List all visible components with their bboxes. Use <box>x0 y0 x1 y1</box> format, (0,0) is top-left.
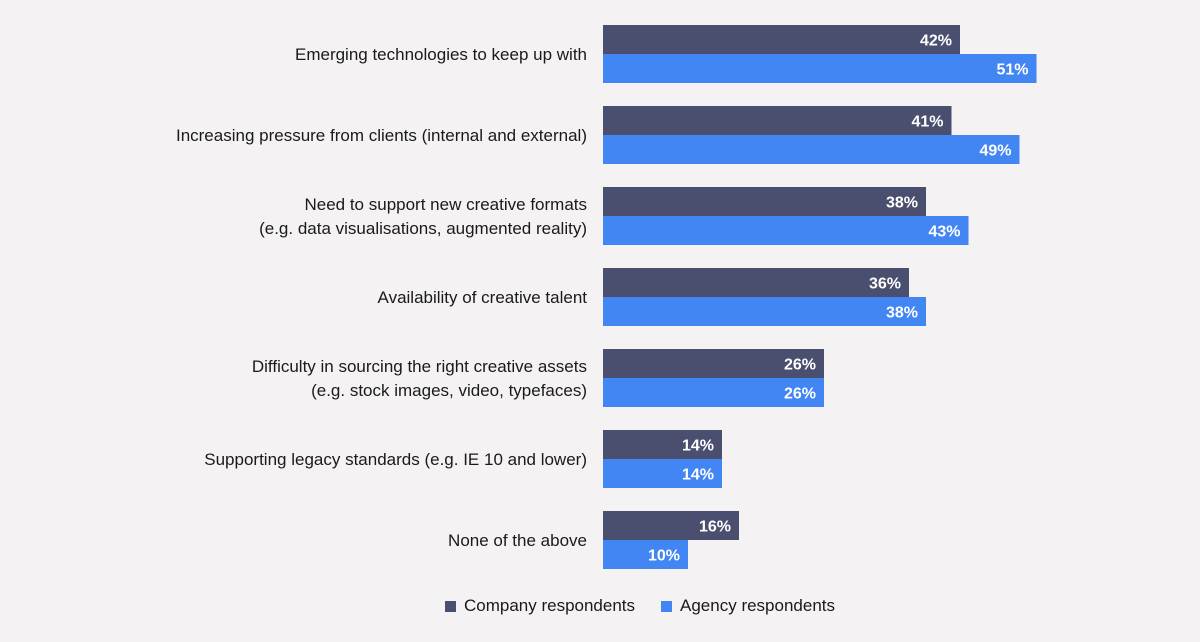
bar-company <box>603 25 960 54</box>
value-label-company: 26% <box>784 357 816 374</box>
bar-agency <box>603 459 722 488</box>
value-label-company: 42% <box>920 33 952 50</box>
category-label: Availability of creative talent <box>378 288 588 307</box>
category-label-line: Emerging technologies to keep up with <box>295 45 587 64</box>
category-label-line: (e.g. stock images, video, typefaces) <box>311 381 587 400</box>
value-label-agency: 43% <box>928 224 960 241</box>
bar-company <box>603 187 926 216</box>
bar-company <box>603 430 722 459</box>
legend-swatch-agency <box>661 600 673 612</box>
bar-agency <box>603 54 1037 83</box>
legend-label-company: Company respondents <box>463 596 636 615</box>
category-label: Supporting legacy standards (e.g. IE 10 … <box>204 450 587 469</box>
category-label-line: Difficulty in sourcing the right creativ… <box>252 357 587 376</box>
value-label-company: 36% <box>869 276 901 293</box>
category-label-line: None of the above <box>448 531 587 550</box>
bar-agency <box>603 297 926 326</box>
bar-company <box>603 511 739 540</box>
category-label: Increasing pressure from clients (intern… <box>176 126 587 145</box>
value-label-company: 38% <box>886 195 918 212</box>
category-label-line: Need to support new creative formats <box>304 195 587 214</box>
category-label-line: Increasing pressure from clients (intern… <box>176 126 587 145</box>
category-label: Difficulty in sourcing the right creativ… <box>252 357 587 400</box>
category-label-line: Supporting legacy standards (e.g. IE 10 … <box>204 450 587 469</box>
legend-item-agency: Agency respondents <box>661 596 835 616</box>
value-label-company: 14% <box>682 438 714 455</box>
bar-agency <box>603 540 688 569</box>
legend-label-agency: Agency respondents <box>680 596 836 615</box>
value-label-company: 16% <box>699 519 731 536</box>
value-label-company: 41% <box>911 114 943 131</box>
value-label-agency: 51% <box>996 62 1028 79</box>
category-label: Emerging technologies to keep up with <box>295 45 587 64</box>
value-label-agency: 38% <box>886 305 918 322</box>
bar-company <box>603 268 909 297</box>
value-label-agency: 14% <box>682 467 714 484</box>
category-label-line: (e.g. data visualisations, augmented rea… <box>259 219 587 238</box>
bar-agency <box>603 216 969 245</box>
value-label-agency: 10% <box>648 548 680 565</box>
category-label: Need to support new creative formats (e.g… <box>259 195 587 238</box>
category-label-line: Availability of creative talent <box>378 288 588 307</box>
legend-item-company: Company respondents <box>444 596 636 616</box>
value-label-agency: 26% <box>784 386 816 403</box>
bar-company <box>603 106 952 135</box>
value-label-agency: 49% <box>979 143 1011 160</box>
legend: Company respondents Agency respondents <box>0 596 1200 616</box>
bar-company <box>603 349 824 378</box>
category-label: None of the above <box>448 531 587 550</box>
bar-agency <box>603 378 824 407</box>
legend-swatch-company <box>444 600 456 612</box>
bar-agency <box>603 135 1020 164</box>
